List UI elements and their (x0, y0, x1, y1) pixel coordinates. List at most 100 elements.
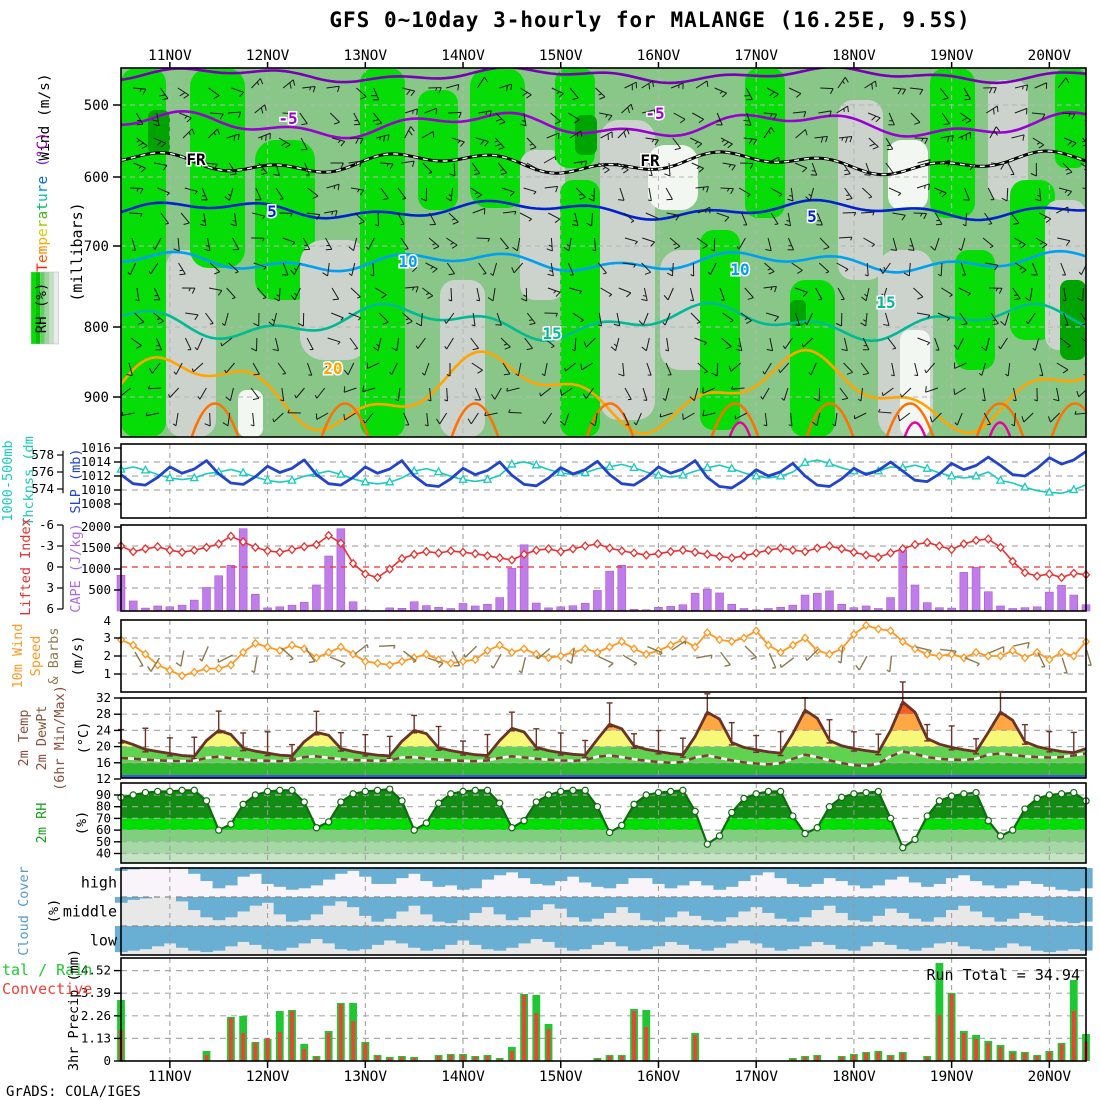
svg-text:600: 600 (84, 170, 109, 186)
svg-text:FR: FR (186, 150, 206, 169)
svg-text:16NOV: 16NOV (637, 48, 681, 64)
svg-text:24: 24 (96, 722, 111, 737)
svg-text:0: 0 (46, 559, 54, 574)
svg-text:11NOV: 11NOV (148, 1069, 192, 1085)
svg-text:576: 576 (31, 464, 54, 479)
svg-text:Cloud Cover: Cloud Cover (16, 866, 32, 955)
svg-text:15NOV: 15NOV (539, 1069, 583, 1085)
svg-text:tal / Rain: tal / Rain (2, 961, 92, 979)
svg-text:Lifted Index: Lifted Index (18, 518, 34, 616)
svg-text:10: 10 (730, 260, 749, 279)
svg-text:0: 0 (103, 1053, 111, 1068)
svg-text:low: low (90, 932, 118, 950)
svg-text:16NOV: 16NOV (637, 1069, 681, 1085)
svg-text:RH (%): RH (%) (34, 283, 50, 334)
svg-text:-5: -5 (278, 109, 297, 128)
svg-text:1016: 1016 (81, 440, 111, 455)
svg-text:14NOV: 14NOV (441, 48, 485, 64)
precip-panel: 4.52 3.39 2.26 1.13 0 Run Total = 34.94 tal / … (2, 949, 1090, 1071)
svg-text:500: 500 (84, 98, 109, 114)
svg-text:10m Wind: 10m Wind (10, 623, 26, 688)
svg-text:13NOV: 13NOV (343, 48, 387, 64)
svg-text:18NOV: 18NOV (832, 1069, 876, 1085)
svg-text:20: 20 (323, 359, 342, 378)
svg-text:FR: FR (640, 151, 660, 170)
svg-text:CAPE (J/kg): CAPE (J/kg) (68, 523, 84, 612)
svg-text:19NOV: 19NOV (930, 48, 974, 64)
svg-text:(6hr Min/Max): (6hr Min/Max) (52, 685, 68, 791)
svg-text:10: 10 (398, 252, 417, 271)
svg-text:32: 32 (96, 690, 111, 705)
grads-credit: GrADS: COLA/IGES (6, 1084, 141, 1100)
svg-text:11NOV: 11NOV (148, 48, 192, 64)
svg-text:14NOV: 14NOV (441, 1069, 485, 1085)
svg-text:19NOV: 19NOV (930, 1069, 974, 1085)
wind10m-panel: 4 1 2 3 10m Wind Speed & Barbs (m/s) (10, 613, 1092, 693)
svg-text:(%): (%) (74, 811, 90, 835)
svg-text:500: 500 (88, 582, 111, 597)
date-axes: 11NOV 11NOV 12NOV 12NOV 13NOV 13NOV 14NOV 14NOV… (148, 48, 1071, 1085)
svg-text:90: 90 (96, 787, 111, 802)
svg-text:15NOV: 15NOV (539, 48, 583, 64)
svg-text:20NOV: 20NOV (1028, 1069, 1072, 1085)
cloud-panel: high middle low Cloud Cover (%) (16, 866, 1093, 956)
svg-text:Wind (m/s): Wind (m/s) (37, 73, 53, 160)
svg-text:Speed: Speed (28, 636, 44, 677)
svg-text:4: 4 (103, 613, 111, 628)
svg-text:(°C): (°C) (76, 722, 92, 755)
svg-text:high: high (81, 874, 117, 892)
svg-text:(m/s): (m/s) (70, 636, 86, 677)
svg-text:800: 800 (84, 320, 109, 336)
cape-li-panel: 2000 1500 1000 500 -6 -3 0 3 6 Lifted Index CAPE (… (18, 517, 1091, 616)
svg-text:1012: 1012 (81, 468, 111, 483)
svg-text:3.39: 3.39 (81, 985, 111, 1000)
svg-text:17NOV: 17NOV (734, 1069, 778, 1085)
svg-text:-3: -3 (39, 538, 54, 553)
svg-text:(millibars): (millibars) (68, 202, 86, 301)
svg-text:3: 3 (103, 630, 111, 645)
svg-text:middle: middle (63, 903, 117, 921)
svg-text:16: 16 (96, 755, 111, 770)
svg-text:1000-500mb: 1000-500mb (0, 440, 16, 521)
svg-text:2m Temp: 2m Temp (16, 710, 32, 767)
svg-text:12NOV: 12NOV (246, 1069, 290, 1085)
svg-text:80: 80 (96, 799, 111, 814)
svg-text:28: 28 (96, 706, 111, 721)
svg-text:13NOV: 13NOV (343, 1069, 387, 1085)
svg-text:18NOV: 18NOV (832, 48, 876, 64)
svg-text:Run Total = 34.94: Run Total = 34.94 (926, 966, 1080, 984)
page-title: GFS 0~10day 3-hourly for MALANGE (16.25E… (329, 8, 971, 32)
svg-text:12NOV: 12NOV (246, 48, 290, 64)
svg-text:1: 1 (103, 666, 111, 681)
svg-text:2000: 2000 (81, 519, 111, 534)
svg-text:(%): (%) (46, 899, 62, 923)
svg-text:1014: 1014 (81, 454, 111, 469)
svg-text:15: 15 (542, 324, 561, 343)
svg-text:2: 2 (103, 648, 111, 663)
svg-text:2m DewPt: 2m DewPt (34, 705, 50, 770)
svg-text:2m RH: 2m RH (34, 803, 50, 844)
svg-text:20: 20 (96, 739, 111, 754)
svg-text:5: 5 (267, 202, 277, 221)
svg-text:20NOV: 20NOV (1028, 48, 1072, 64)
upper-air-panel: -5 -5 FR FR 5 5 10 10 15 15 20 500 600 700 800 900 Wind … (30, 67, 1087, 438)
svg-text:3hr Precip (mm): 3hr Precip (mm) (66, 949, 82, 1071)
temperature-label: Temperature (°C) (35, 132, 51, 272)
svg-text:6: 6 (46, 601, 54, 616)
svg-text:1500: 1500 (81, 540, 111, 555)
svg-text:40: 40 (96, 846, 111, 861)
svg-text:1008: 1008 (81, 496, 111, 511)
svg-text:17NOV: 17NOV (734, 48, 778, 64)
svg-text:15: 15 (876, 293, 895, 312)
svg-text:2.26: 2.26 (81, 1008, 111, 1023)
svg-text:Thcknss (dm: Thcknss (dm (21, 436, 37, 525)
svg-text:50: 50 (96, 834, 111, 849)
svg-text:1010: 1010 (81, 482, 111, 497)
svg-text:12: 12 (96, 771, 111, 786)
svg-text:574: 574 (31, 481, 54, 496)
